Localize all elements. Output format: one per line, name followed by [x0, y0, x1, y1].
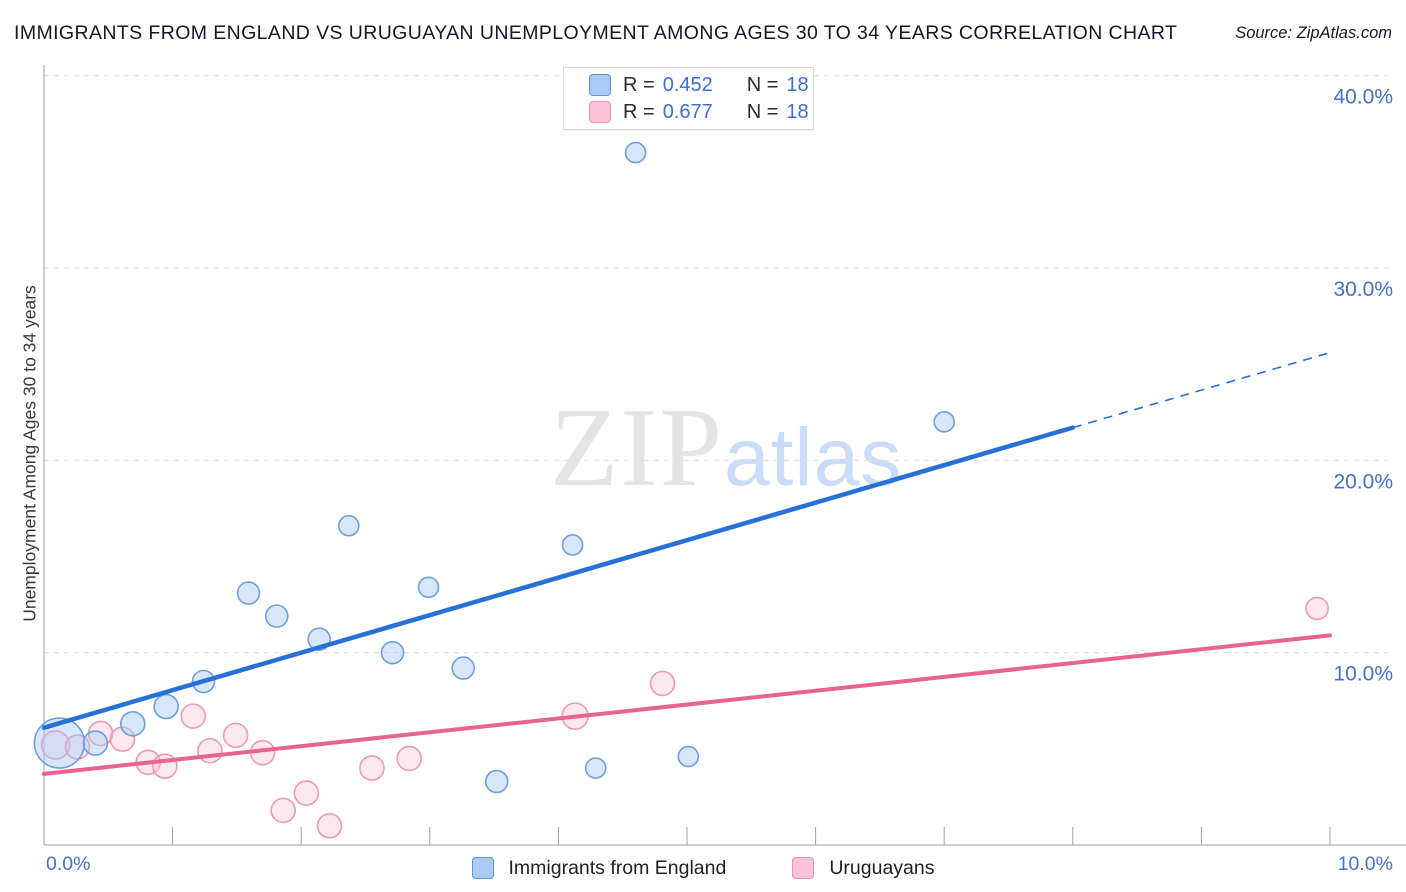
uruguayans-scatter-point [197, 737, 223, 764]
uruguayans-trend-line [42, 633, 1332, 776]
uruguayans-scatter-point [396, 745, 423, 772]
uruguayans-scatter-point [316, 812, 343, 839]
england-scatter-point [624, 141, 647, 164]
legend-row-uruguayans: R = 0.677 N = 18 [589, 101, 813, 124]
x-axis-footer: 0.0% Immigrants from England Uruguayans … [0, 848, 1406, 888]
n-value: 18 [786, 73, 809, 96]
uruguayans-scatter-point [270, 797, 296, 824]
y-axis-tick-label: 10.0% [1333, 663, 1393, 686]
england-scatter-point [119, 711, 146, 737]
uruguayans-scatter-point [40, 730, 71, 760]
legend-row-england: R = 0.452 N = 18 [589, 74, 813, 97]
r-value: 0.452 [662, 73, 713, 96]
uruguayans-scatter-point [1305, 596, 1329, 621]
england-scatter-point [337, 514, 360, 537]
correlation-legend-box: R = 0.452 N = 18 R = 0.677 N = 18 [563, 67, 814, 130]
uruguayans-scatter-point [649, 670, 676, 697]
england-scatter-point [236, 581, 261, 605]
uruguayans-series-label: Uruguayans [829, 856, 935, 879]
x-axis-min-label: 0.0% [46, 853, 91, 875]
england-trend-extension [1072, 351, 1331, 429]
y-axis-tick-label: 20.0% [1333, 470, 1393, 493]
england-scatter-point [380, 640, 405, 665]
page-title: IMMIGRANTS FROM ENGLAND VS URUGUAYAN UNE… [14, 22, 1178, 44]
uruguayans-swatch-icon [792, 857, 815, 879]
uruguayans-scatter-point [109, 726, 136, 753]
england-scatter-point [561, 534, 584, 556]
watermark-zip-text: ZIP [550, 386, 724, 510]
x-axis-max-label: 10.0% [1337, 853, 1393, 875]
uruguayans-scatter-point [222, 722, 249, 749]
legend-item-uruguayans: Uruguayans [792, 856, 935, 880]
legend-item-england: Immigrants from England [471, 856, 727, 880]
zipatlas-watermark: ZIPatlas [550, 392, 902, 505]
england-scatter-point [33, 717, 86, 769]
r-value: 0.677 [662, 100, 713, 123]
r-label: R = [623, 100, 655, 123]
england-scatter-point [153, 693, 179, 720]
n-value: 18 [786, 100, 809, 123]
england-swatch-icon [471, 857, 494, 879]
series-legend: Immigrants from England Uruguayans [471, 856, 935, 880]
england-scatter-point [933, 411, 956, 433]
uruguayans-scatter-point [293, 780, 320, 806]
uruguayans-scatter-point [359, 755, 385, 781]
england-scatter-point [484, 769, 509, 794]
england-scatter-point [584, 757, 607, 779]
uruguayans-scatter-point [152, 753, 178, 779]
y-axis-tick-label: 30.0% [1333, 278, 1393, 301]
england-scatter-point [82, 730, 109, 756]
r-label: R = [623, 73, 655, 96]
source-attribution: Source: ZipAtlas.com [1235, 24, 1392, 42]
uruguayans-scatter-point [180, 703, 206, 729]
england-scatter-point [677, 745, 700, 768]
n-label: N = [746, 73, 779, 96]
uruguayans-swatch-icon [589, 101, 611, 123]
england-swatch-icon [589, 74, 611, 96]
england-scatter-point [264, 604, 289, 628]
england-scatter-point [417, 576, 440, 599]
england-scatter-point [451, 656, 476, 680]
england-series-label: Immigrants from England [508, 856, 727, 879]
england-trend-line [41, 425, 1076, 730]
y-axis-tick-label: 40.0% [1333, 86, 1393, 109]
n-label: N = [746, 100, 779, 123]
